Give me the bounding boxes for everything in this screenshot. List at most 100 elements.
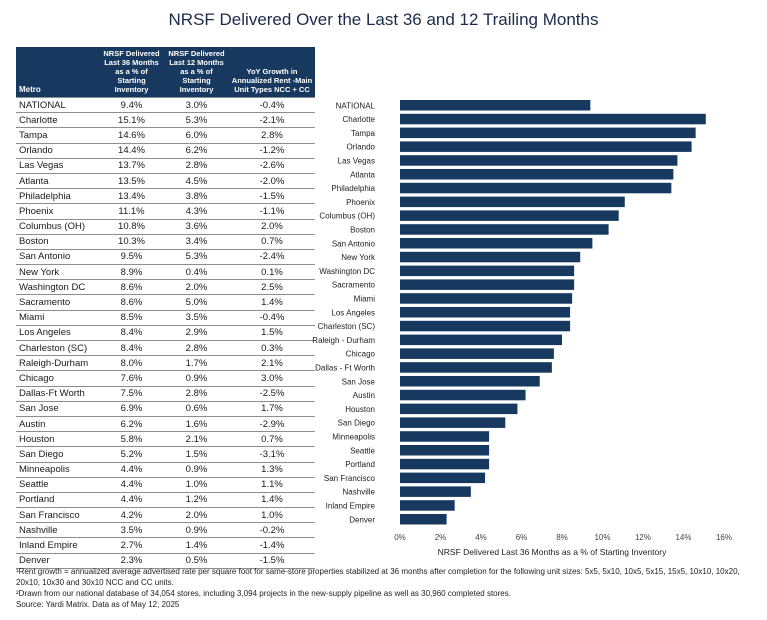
bar [400,320,571,332]
bar [400,224,609,235]
cell-rent-growth: -1.2% [229,143,315,159]
cell-rent-growth: 0.3% [229,340,315,357]
chart-title: NRSF Delivered Over the Last 36 and 12 T… [168,10,599,29]
header-metro: Metro [16,47,99,98]
bar [400,251,581,263]
cell-rent-growth: -0.2% [229,522,315,539]
footnotes: ¹Rent growth = annualized average advert… [16,566,756,610]
x-tick-label: 6% [516,533,528,542]
footnote-source: Source: Yardi Matrix. Data as of May 12,… [16,600,180,609]
cell-rent-growth: -2.1% [229,112,315,129]
bar [400,486,471,497]
cell-rent-growth: 3.0% [229,370,315,387]
header-rent-growth: YoY Growth in Annualized Rent -Main Unit… [229,47,315,98]
x-tick-label: 14% [675,533,691,542]
table-row: Philadelphia 13.4% 3.8% -1.5% [16,188,315,205]
cell-metro: Atlanta [16,173,99,190]
cell-12-month: 1.2% [164,492,229,509]
header-36-month: NRSF Delivered Last 36 Months as a % of … [99,47,164,98]
category-label: Orlando [347,143,376,152]
cell-metro: Columbus (OH) [16,219,99,235]
cell-rent-growth: -2.4% [229,249,315,266]
cell-metro: NATIONAL [16,96,99,114]
bar [400,334,562,346]
cell-metro: Denver [16,553,99,569]
category-label: Charlotte [343,115,376,124]
header-12-month: NRSF Delivered Last 12 Months as a % of … [164,47,229,98]
bar-chart: NATIONAL Charlotte Tampa Orlando Las Vegas At… [312,100,732,557]
bar [400,279,575,290]
table-row: Charleston (SC) 8.4% 2.8% 0.3% [16,340,315,357]
table-row: Miami 8.5% 3.5% -0.4% [16,310,315,326]
cell-rent-growth: -0.4% [229,96,315,114]
cell-12-month: 2.8% [164,386,229,402]
cell-rent-growth: -1.1% [229,203,315,220]
cell-metro: Tampa [16,127,99,144]
cell-metro: Orlando [16,143,99,159]
cell-36-month: 2.7% [99,537,164,554]
metro-table-body: NATIONAL 9.4% 3.0% -0.4% Charlotte 15.1% 5.3% -… [16,96,315,569]
cell-metro: Charleston (SC) [16,340,99,357]
cell-metro: Los Angeles [16,325,99,342]
table-row: Los Angeles 8.4% 2.9% 1.5% [16,325,315,342]
category-label: NATIONAL [336,101,376,110]
bar [400,389,526,401]
x-tick-label: 4% [475,533,487,542]
cell-12-month: 0.4% [164,264,229,281]
cell-12-month: 3.0% [164,96,229,114]
cell-rent-growth: -3.1% [229,446,315,463]
category-label: Philadelphia [331,184,375,193]
metro-table: Metro NRSF Delivered Last 36 Months as a… [16,47,315,569]
table-row: San Francisco 4.2% 2.0% 1.0% [16,507,315,524]
category-label: Atlanta [350,170,375,179]
cell-12-month: 4.5% [164,173,229,190]
bar [400,514,447,525]
bar [400,141,692,152]
cell-36-month: 10.3% [99,234,164,250]
bar [400,210,619,221]
bar [400,472,486,484]
cell-36-month: 13.7% [99,158,164,174]
cell-rent-growth: -2.5% [229,386,315,402]
table-row: Columbus (OH) 10.8% 3.6% 2.0% [16,219,315,235]
cell-36-month: 8.9% [99,264,164,281]
bar [400,500,455,511]
cell-36-month: 8.0% [99,355,164,372]
bar [400,403,518,415]
category-label: Chicago [346,350,376,359]
category-label: San Diego [338,419,376,428]
cell-metro: Charlotte [16,112,99,129]
cell-36-month: 8.5% [99,310,164,326]
cell-36-month: 14.6% [99,127,164,144]
cell-rent-growth: -2.6% [229,158,315,174]
cell-36-month: 7.6% [99,370,164,387]
table-row: NATIONAL 9.4% 3.0% -0.4% [16,96,315,114]
table-row: Houston 5.8% 2.1% 0.7% [16,431,315,448]
cell-36-month: 8.4% [99,325,164,342]
cell-36-month: 4.4% [99,492,164,509]
cell-metro: Las Vegas [16,158,99,174]
cell-metro: Houston [16,431,99,448]
cell-36-month: 8.6% [99,294,164,311]
cell-36-month: 10.8% [99,219,164,235]
cell-rent-growth: 2.1% [229,355,315,372]
cell-rent-growth: 2.8% [229,127,315,144]
cell-36-month: 3.5% [99,522,164,539]
cell-36-month: 8.6% [99,279,164,296]
cell-metro: Austin [16,416,99,433]
cell-12-month: 2.8% [164,340,229,357]
cell-36-month: 13.5% [99,173,164,190]
table-row: Orlando 14.4% 6.2% -1.2% [16,143,315,159]
cell-36-month: 4.4% [99,477,164,493]
category-label: Inland Empire [326,501,376,510]
cell-36-month: 8.4% [99,340,164,357]
category-label: Las Vegas [338,156,375,165]
table-row: Phoenix 11.1% 4.3% -1.1% [16,203,315,220]
table-row: Las Vegas 13.7% 2.8% -2.6% [16,158,315,174]
cell-36-month: 6.9% [99,401,164,417]
cell-12-month: 4.3% [164,203,229,220]
table-row: Nashville 3.5% 0.9% -0.2% [16,522,315,539]
table-row: Atlanta 13.5% 4.5% -2.0% [16,173,315,190]
category-label: Los Angeles [331,308,375,317]
cell-rent-growth: 0.1% [229,264,315,281]
